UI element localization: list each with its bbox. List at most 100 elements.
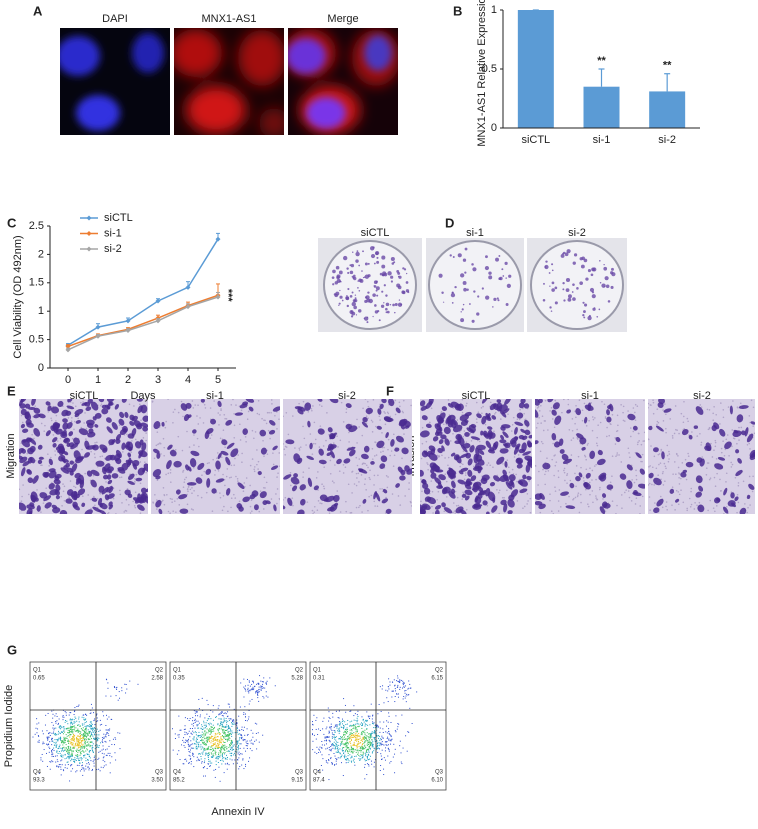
event xyxy=(321,747,323,749)
event xyxy=(335,710,337,712)
pore xyxy=(431,490,434,493)
event xyxy=(338,717,340,719)
event xyxy=(100,766,102,768)
cell xyxy=(118,418,125,426)
event xyxy=(229,733,231,735)
event xyxy=(219,741,221,743)
event xyxy=(227,736,229,738)
event xyxy=(405,689,407,691)
colony xyxy=(362,276,365,279)
colony xyxy=(357,286,359,289)
event xyxy=(223,741,225,743)
cell xyxy=(361,453,369,460)
event xyxy=(76,757,78,759)
event xyxy=(83,754,85,756)
pore xyxy=(133,505,136,507)
colony xyxy=(451,291,454,294)
pore xyxy=(245,440,247,443)
event xyxy=(81,765,83,767)
pore xyxy=(567,403,570,406)
cell xyxy=(108,486,114,494)
cell xyxy=(522,474,527,480)
event xyxy=(81,762,83,764)
event xyxy=(218,744,220,746)
pore xyxy=(664,480,666,482)
cell xyxy=(430,468,435,474)
pore xyxy=(338,470,341,472)
event xyxy=(193,747,195,749)
transwell-image xyxy=(420,399,532,514)
colony xyxy=(331,276,335,280)
event xyxy=(217,707,219,709)
event xyxy=(389,734,391,736)
pore xyxy=(74,405,77,408)
pore xyxy=(217,412,220,414)
event xyxy=(187,739,189,741)
cell xyxy=(438,439,444,445)
pore xyxy=(650,404,652,406)
pore xyxy=(330,455,332,458)
event xyxy=(336,726,338,728)
cell xyxy=(514,426,518,435)
event xyxy=(215,746,217,748)
pore xyxy=(367,509,369,512)
event xyxy=(71,752,73,754)
cell xyxy=(603,503,611,509)
pore xyxy=(174,408,176,411)
cell xyxy=(102,474,109,480)
event xyxy=(247,691,249,693)
pore xyxy=(369,469,371,472)
pore xyxy=(251,458,254,460)
event xyxy=(86,725,88,727)
pore xyxy=(72,402,74,404)
event xyxy=(349,750,351,752)
event xyxy=(64,737,66,739)
event xyxy=(121,690,123,692)
event xyxy=(199,714,201,716)
event xyxy=(396,680,398,682)
cell xyxy=(460,467,469,472)
event xyxy=(361,743,363,745)
event xyxy=(245,741,247,743)
pore xyxy=(500,418,502,420)
event xyxy=(96,717,98,719)
pore xyxy=(636,405,639,408)
pore xyxy=(130,451,133,453)
pore xyxy=(630,500,633,502)
event xyxy=(46,730,48,732)
event xyxy=(366,758,368,760)
pore xyxy=(340,401,343,404)
event xyxy=(90,735,92,737)
event xyxy=(103,737,105,739)
quadrant-value: 0.65 xyxy=(33,676,45,682)
cell xyxy=(376,425,382,430)
event xyxy=(367,742,369,744)
event xyxy=(208,724,210,726)
pore xyxy=(139,512,142,514)
event xyxy=(59,744,61,746)
cell xyxy=(62,418,68,423)
event xyxy=(109,740,111,742)
event xyxy=(233,721,235,723)
pore xyxy=(526,503,528,505)
event xyxy=(63,750,65,752)
event xyxy=(248,709,250,711)
event xyxy=(347,719,349,721)
colony xyxy=(550,310,553,312)
event xyxy=(60,756,62,758)
event xyxy=(343,698,345,700)
event xyxy=(197,734,199,736)
cell xyxy=(547,399,554,403)
event xyxy=(203,741,205,743)
event xyxy=(403,685,405,687)
pore xyxy=(687,420,689,423)
pore xyxy=(622,405,625,408)
event xyxy=(401,687,403,689)
event xyxy=(61,764,63,766)
cell xyxy=(32,475,39,484)
event xyxy=(90,760,92,762)
cell xyxy=(394,447,400,452)
colony xyxy=(375,289,378,292)
event xyxy=(91,734,93,736)
event xyxy=(98,746,100,748)
